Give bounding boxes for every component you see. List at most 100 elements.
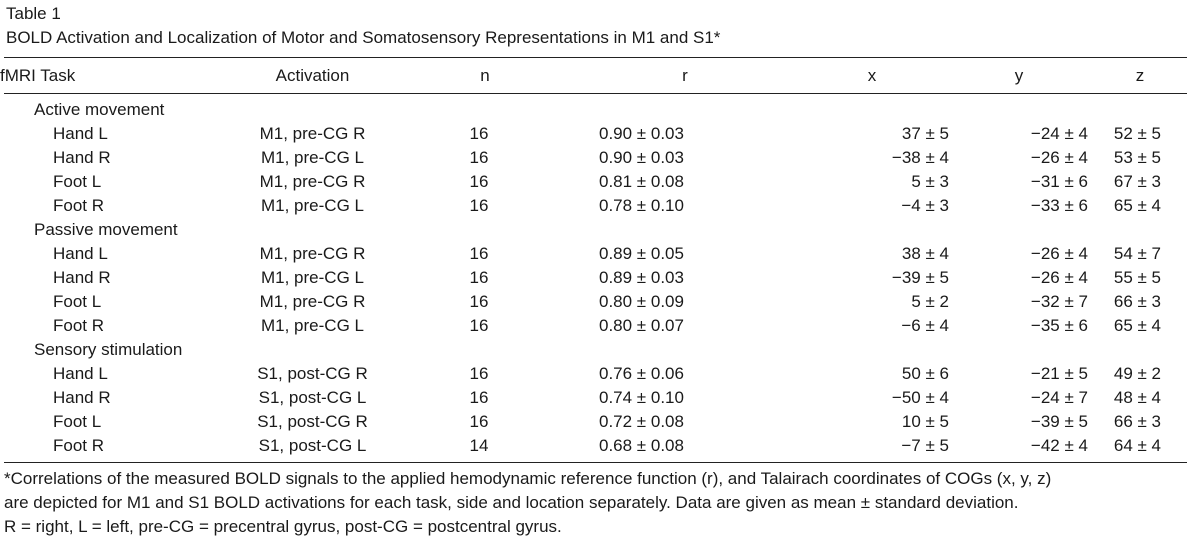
cell-activation: M1, pre-CG R xyxy=(259,172,366,191)
header-z: z xyxy=(1135,66,1145,85)
cell-x: −50 ± 4 xyxy=(891,388,949,407)
table-row: Foot L M1, pre-CG R 16 0.81 ± 0.08 5 ± 3 −31 … xyxy=(0,170,1191,194)
table-row: Foot R M1, pre-CG L 16 0.80 ± 0.07 −6 ± 4 −35… xyxy=(0,314,1191,338)
header-activation: Activation xyxy=(275,66,350,85)
header-task: fMRI Task xyxy=(0,66,76,85)
cell-n: 14 xyxy=(469,436,489,455)
data-table: fMRI Task Activation n r x y z Active mo… xyxy=(0,62,1191,458)
table-title: BOLD Activation and Localization of Moto… xyxy=(6,28,721,47)
cell-z: 66 ± 3 xyxy=(1113,292,1161,311)
cell-y: −42 ± 4 xyxy=(1030,436,1088,455)
group-row: Active movement xyxy=(0,98,1191,122)
cell-x: 5 ± 3 xyxy=(911,172,949,191)
group-label: Active movement xyxy=(34,100,165,119)
cell-z: 52 ± 5 xyxy=(1113,124,1161,143)
cell-n: 16 xyxy=(469,124,489,143)
cell-task: Foot R xyxy=(53,196,105,215)
table-row: Foot R S1, post-CG L 14 0.68 ± 0.08 −7 ± 5 −4… xyxy=(0,434,1191,458)
cell-y: −26 ± 4 xyxy=(1030,148,1088,167)
top-rule xyxy=(4,57,1187,58)
cell-x: 50 ± 6 xyxy=(901,364,949,383)
cell-task: Hand R xyxy=(53,148,111,167)
cell-y: −26 ± 4 xyxy=(1030,244,1088,263)
cell-n: 16 xyxy=(469,244,489,263)
cell-z: 67 ± 3 xyxy=(1113,172,1161,191)
cell-activation: S1, post-CG R xyxy=(257,412,368,431)
table-footnote: *Correlations of the measured BOLD signa… xyxy=(4,467,1189,539)
cell-n: 16 xyxy=(469,268,489,287)
cell-task: Hand R xyxy=(53,388,111,407)
cell-n: 16 xyxy=(469,388,489,407)
cell-r: 0.90 ± 0.03 xyxy=(599,148,684,167)
cell-activation: M1, pre-CG L xyxy=(261,148,364,167)
cell-z: 55 ± 5 xyxy=(1113,268,1161,287)
cell-x: −4 ± 3 xyxy=(901,196,949,215)
table-row: Hand L M1, pre-CG R 16 0.89 ± 0.05 38 ± 4 −26… xyxy=(0,242,1191,266)
cell-r: 0.90 ± 0.03 xyxy=(599,124,684,143)
header-gap-cell xyxy=(0,90,1191,98)
cell-z: 54 ± 7 xyxy=(1113,244,1161,263)
cell-activation: S1, post-CG L xyxy=(258,388,367,407)
table-row: Foot R M1, pre-CG L 16 0.78 ± 0.10 −4 ± 3 −33… xyxy=(0,194,1191,218)
cell-r: 0.74 ± 0.10 xyxy=(599,388,684,407)
cell-x: 5 ± 2 xyxy=(911,292,949,311)
cell-activation: M1, pre-CG R xyxy=(259,292,366,311)
cell-y: −24 ± 4 xyxy=(1030,124,1088,143)
cell-z: 53 ± 5 xyxy=(1113,148,1161,167)
cell-task: Foot R xyxy=(53,316,105,335)
cell-activation: M1, pre-CG L xyxy=(261,196,364,215)
group-row: Sensory stimulation xyxy=(0,338,1191,362)
cell-task: Foot R xyxy=(53,436,105,455)
cell-activation: M1, pre-CG L xyxy=(261,316,364,335)
header-r: r xyxy=(682,66,688,85)
cell-z: 66 ± 3 xyxy=(1113,412,1161,431)
cell-r: 0.81 ± 0.08 xyxy=(599,172,684,191)
cell-y: −21 ± 5 xyxy=(1030,364,1088,383)
cell-activation: M1, pre-CG R xyxy=(259,244,366,263)
cell-r: 0.80 ± 0.07 xyxy=(599,316,684,335)
cell-r: 0.68 ± 0.08 xyxy=(599,436,684,455)
cell-task: Hand R xyxy=(53,268,111,287)
cell-task: Hand L xyxy=(53,124,108,143)
table-row: Hand R M1, pre-CG L 16 0.90 ± 0.03 −38 ± 4 −2… xyxy=(0,146,1191,170)
cell-n: 16 xyxy=(469,148,489,167)
cell-r: 0.80 ± 0.09 xyxy=(599,292,684,311)
cell-x: 10 ± 5 xyxy=(901,412,949,431)
cell-y: −31 ± 6 xyxy=(1030,172,1088,191)
table-row: Foot L M1, pre-CG R 16 0.80 ± 0.09 5 ± 2 −32 … xyxy=(0,290,1191,314)
table-row: Hand L S1, post-CG R 16 0.76 ± 0.06 50 ± 6 −2… xyxy=(0,362,1191,386)
header-rule xyxy=(4,93,1187,94)
header-n: n xyxy=(480,66,490,85)
table-row: Foot L S1, post-CG R 16 0.72 ± 0.08 10 ± 5 −3… xyxy=(0,410,1191,434)
cell-r: 0.89 ± 0.05 xyxy=(599,244,684,263)
table-body: Active movement Hand L M1, pre-CG R 16 0.90 … xyxy=(0,90,1191,458)
cell-task: Foot L xyxy=(53,292,102,311)
group-label: Sensory stimulation xyxy=(34,340,183,359)
cell-task: Foot L xyxy=(53,412,102,431)
cell-z: 65 ± 4 xyxy=(1113,196,1161,215)
table-label: Table 1 xyxy=(6,4,61,23)
cell-r: 0.76 ± 0.06 xyxy=(599,364,684,383)
cell-x: −38 ± 4 xyxy=(891,148,949,167)
cell-r: 0.89 ± 0.03 xyxy=(599,268,684,287)
cell-activation: S1, post-CG L xyxy=(258,436,367,455)
footnote-line-2: are depicted for M1 and S1 BOLD activati… xyxy=(4,493,1019,512)
group-row: Passive movement xyxy=(0,218,1191,242)
cell-x: −7 ± 5 xyxy=(901,436,949,455)
cell-y: −33 ± 6 xyxy=(1030,196,1088,215)
header-y: y xyxy=(1014,66,1024,85)
cell-n: 16 xyxy=(469,364,489,383)
cell-r: 0.78 ± 0.10 xyxy=(599,196,684,215)
footnote-line-3: R = right, L = left, pre-CG = precentral… xyxy=(4,517,562,536)
cell-x: −39 ± 5 xyxy=(891,268,949,287)
cell-activation: M1, pre-CG R xyxy=(259,124,366,143)
table-row: Hand L M1, pre-CG R 16 0.90 ± 0.03 37 ± 5 −24… xyxy=(0,122,1191,146)
cell-x: −6 ± 4 xyxy=(901,316,949,335)
cell-z: 49 ± 2 xyxy=(1113,364,1161,383)
cell-y: −24 ± 7 xyxy=(1030,388,1088,407)
cell-n: 16 xyxy=(469,412,489,431)
footnote-line-1: *Correlations of the measured BOLD signa… xyxy=(4,469,1052,488)
cell-task: Hand L xyxy=(53,364,108,383)
cell-r: 0.72 ± 0.08 xyxy=(599,412,684,431)
header-gap xyxy=(0,90,1191,98)
